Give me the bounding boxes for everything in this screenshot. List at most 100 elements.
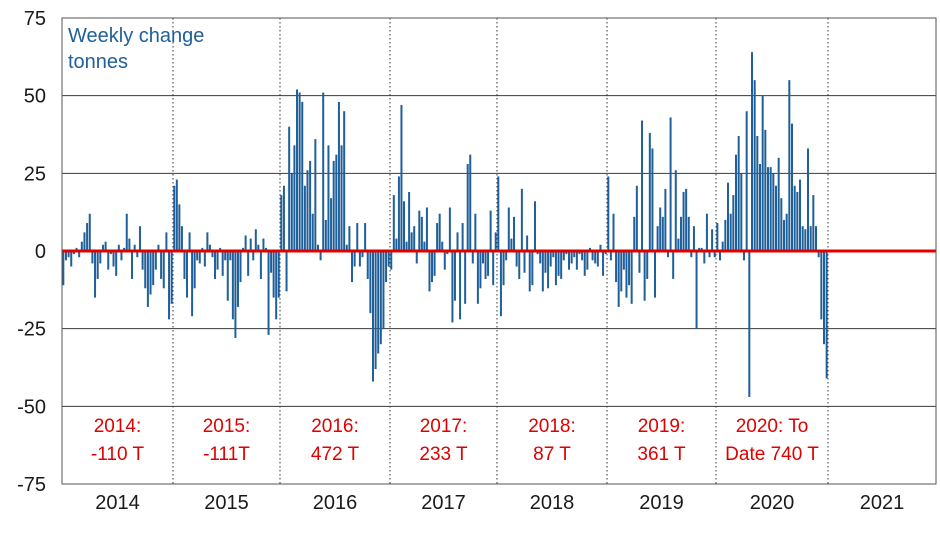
annotation-label: 2014: — [94, 416, 142, 437]
bar — [703, 251, 706, 264]
bar — [785, 213, 788, 251]
x-tick-label: 2018 — [530, 492, 575, 514]
bar — [523, 251, 526, 273]
bar — [303, 185, 306, 251]
bar — [716, 223, 719, 251]
bar — [149, 251, 152, 295]
bar — [211, 251, 214, 258]
bar — [724, 219, 727, 251]
bar — [451, 251, 454, 323]
bar — [446, 251, 449, 255]
bar — [761, 95, 764, 251]
annotation-label: 2016: — [311, 416, 359, 437]
bar — [674, 170, 677, 251]
bar — [708, 251, 711, 258]
bar — [306, 170, 309, 251]
bar — [732, 195, 735, 251]
bar — [547, 251, 550, 289]
bar — [505, 251, 508, 261]
bar — [431, 251, 434, 283]
bar — [711, 229, 714, 251]
bar — [83, 232, 86, 251]
bar — [586, 251, 589, 270]
bar — [67, 251, 70, 258]
x-tick-label: 2014 — [95, 492, 140, 514]
bar — [562, 251, 565, 261]
bar — [301, 101, 304, 251]
bar — [748, 251, 751, 398]
bar — [557, 251, 560, 276]
bar — [471, 251, 474, 264]
bar — [777, 157, 780, 251]
bar — [620, 251, 623, 292]
bar — [443, 251, 446, 270]
bar — [476, 251, 479, 304]
bar — [526, 235, 529, 251]
bar — [405, 241, 408, 251]
bar — [96, 251, 99, 279]
x-tick-label: 2020 — [750, 492, 795, 514]
bar — [783, 219, 785, 251]
bar — [533, 201, 536, 251]
bar — [403, 201, 406, 251]
bar — [767, 167, 769, 251]
bar — [448, 207, 451, 251]
bar — [745, 111, 748, 251]
y-axis: 75 50 25 0 -25 -50 -75 — [17, 8, 46, 496]
bar — [138, 226, 141, 251]
bar — [242, 247, 245, 251]
bar — [799, 179, 801, 251]
bar — [531, 251, 534, 286]
bar — [239, 251, 242, 283]
x-axis: 2014 2015 2016 2017 2018 2019 2020 2021 — [95, 492, 904, 514]
bar — [772, 173, 775, 251]
bar — [133, 244, 136, 251]
bar — [769, 167, 772, 251]
bar — [259, 251, 262, 279]
bar — [807, 148, 809, 251]
bar — [196, 251, 199, 261]
bar — [392, 195, 395, 251]
bar — [335, 154, 338, 251]
x-tick-label: 2015 — [204, 492, 249, 514]
bar — [262, 238, 265, 251]
bar — [687, 216, 690, 251]
bar — [327, 145, 330, 251]
bar — [413, 226, 416, 251]
bar — [290, 173, 293, 251]
bar — [216, 251, 219, 270]
bar — [466, 164, 469, 251]
bar — [206, 232, 209, 251]
bar — [425, 207, 428, 251]
bar — [628, 251, 631, 286]
bar — [410, 232, 413, 251]
bar — [809, 226, 812, 251]
bar — [796, 191, 799, 251]
bar — [144, 251, 147, 289]
annotation-label: 472 T — [311, 444, 360, 465]
bar — [366, 251, 369, 279]
bar — [727, 182, 729, 251]
bar — [293, 145, 296, 251]
bar — [99, 251, 102, 264]
bar — [656, 226, 659, 251]
bar — [759, 164, 761, 251]
bar — [464, 251, 467, 304]
bar — [487, 251, 490, 276]
bar — [812, 195, 815, 251]
bar — [690, 251, 693, 258]
bar — [277, 251, 280, 298]
bar — [229, 251, 232, 261]
bar — [497, 176, 500, 251]
bar — [353, 251, 356, 267]
bar — [298, 92, 301, 251]
bar — [125, 213, 128, 251]
bar — [214, 251, 217, 279]
bar — [128, 238, 131, 251]
x-tick-label: 2017 — [421, 492, 466, 514]
bar — [682, 191, 685, 251]
bar — [175, 179, 178, 251]
bar — [374, 251, 377, 370]
bar — [72, 251, 75, 255]
bar — [371, 251, 374, 382]
